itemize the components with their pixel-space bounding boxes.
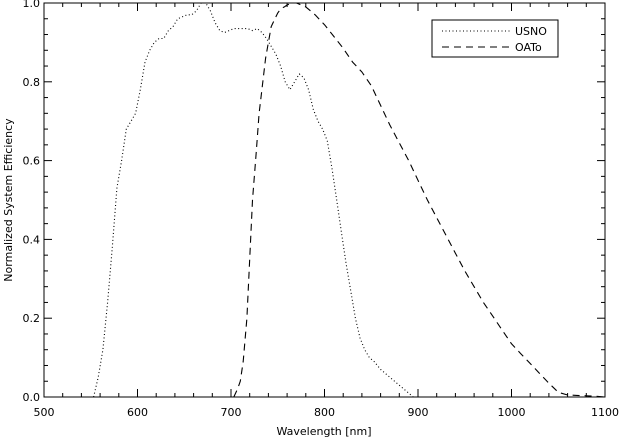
legend-label-usno: USNO — [515, 25, 547, 38]
x-tick-label: 500 — [34, 406, 55, 419]
y-tick-label: 1.0 — [23, 0, 41, 10]
x-tick-label: 1000 — [498, 406, 526, 419]
legend: USNO OATo — [431, 19, 559, 58]
x-tick-label: 800 — [314, 406, 335, 419]
x-tick-label: 700 — [221, 406, 242, 419]
y-axis-label: Normalized System Efficiency — [2, 118, 15, 282]
series-line-oato — [233, 2, 606, 398]
legend-box — [431, 19, 559, 58]
legend-label-oato: OATo — [515, 41, 542, 54]
x-tick-label: 600 — [127, 406, 148, 419]
y-tick-label: 0.8 — [23, 76, 41, 89]
y-tick-label: 0.6 — [23, 155, 41, 168]
y-tick-label: 0.4 — [23, 233, 41, 246]
y-tick-label: 0.0 — [23, 391, 41, 404]
y-tick-label: 0.2 — [23, 312, 41, 325]
x-axis-label: Wavelength [nm] — [276, 425, 371, 438]
plot-frame — [43, 2, 606, 398]
series-line-usno — [93, 2, 414, 398]
x-tick-label: 900 — [408, 406, 429, 419]
x-tick-label: 1100 — [591, 406, 619, 419]
